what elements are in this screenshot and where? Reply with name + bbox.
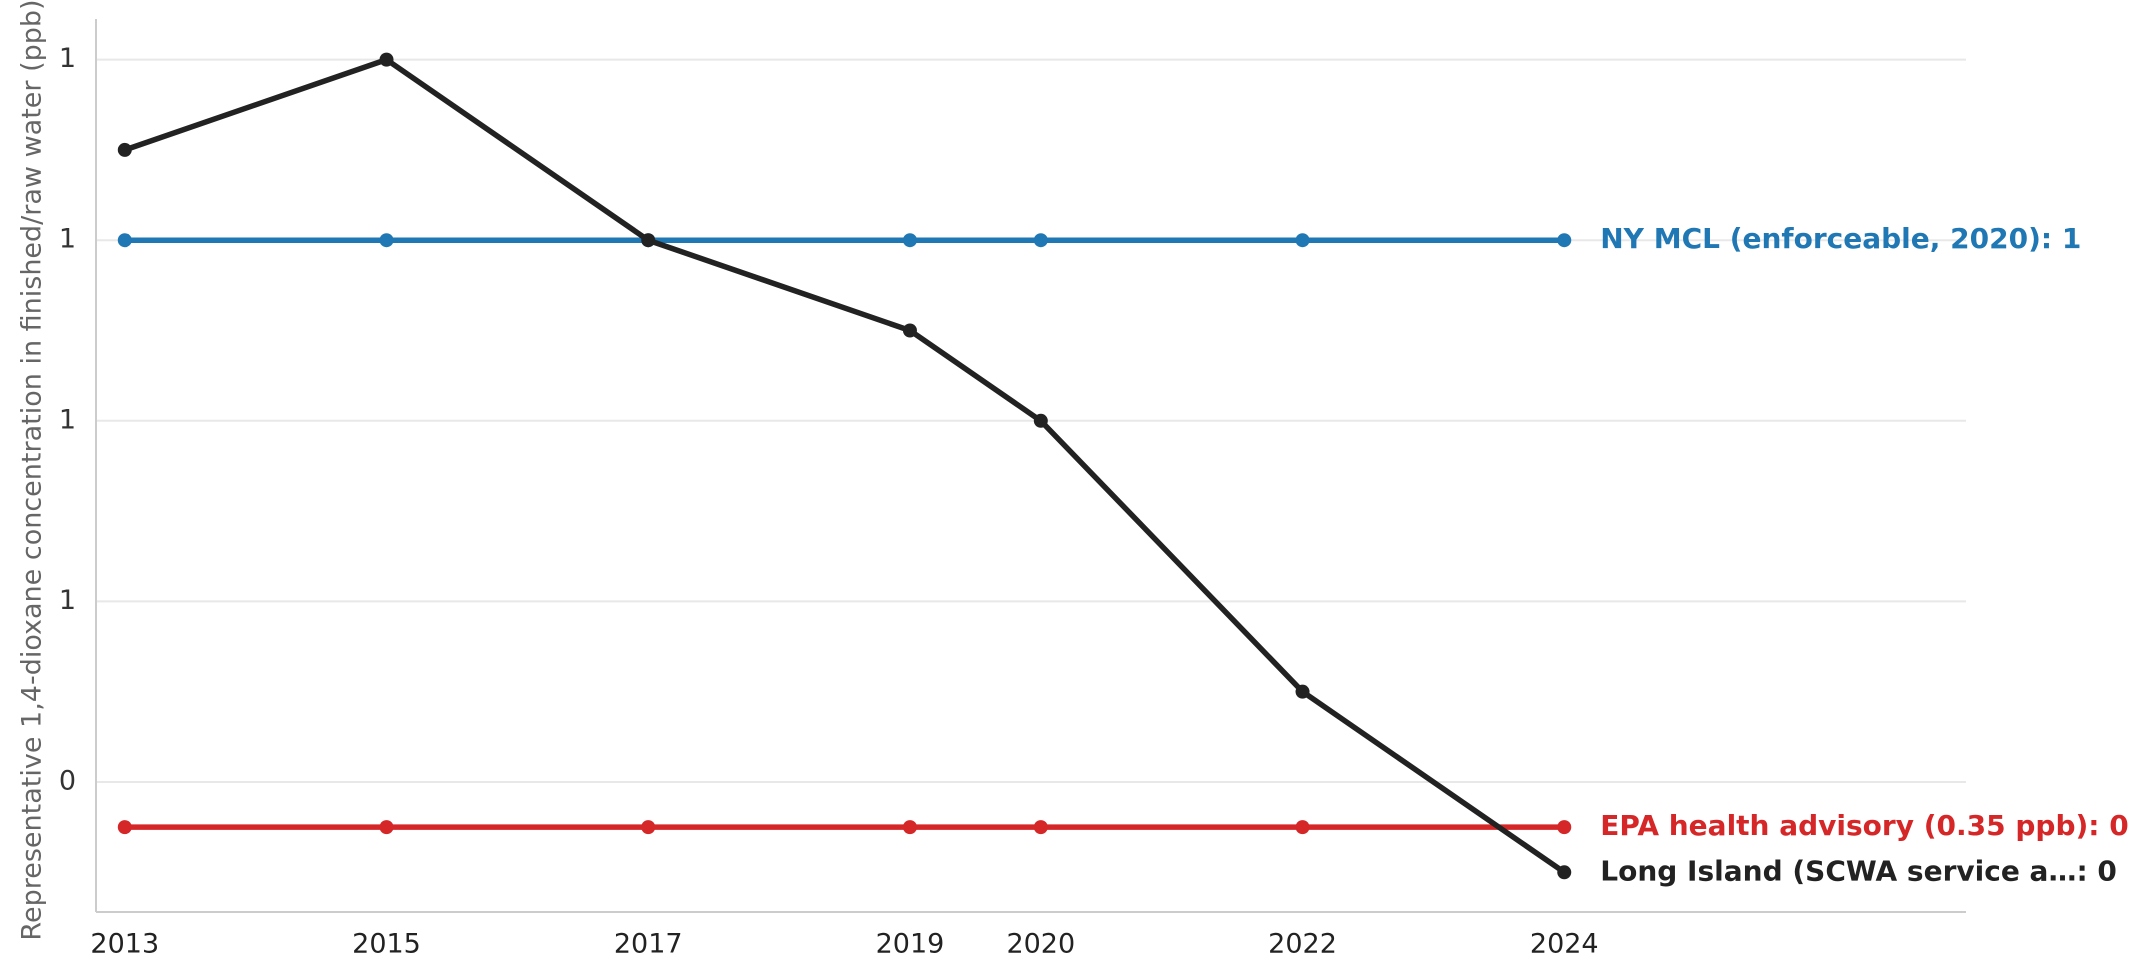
point bbox=[117, 142, 132, 157]
y-tick-label: 1 bbox=[59, 585, 76, 616]
y-tick-label: 1 bbox=[59, 224, 76, 255]
point bbox=[1557, 233, 1572, 248]
y-axis-label: Representative 1,4-dioxane concentration… bbox=[17, 0, 48, 941]
point bbox=[379, 233, 394, 248]
y-tick-label: 0 bbox=[59, 765, 76, 796]
point bbox=[902, 820, 917, 835]
point bbox=[641, 233, 656, 248]
point bbox=[1557, 820, 1572, 835]
x-tick-label: 2013 bbox=[90, 929, 159, 960]
y-tick-label: 1 bbox=[59, 404, 76, 435]
x-tick-label: 2017 bbox=[614, 929, 683, 960]
point bbox=[379, 820, 394, 835]
point bbox=[1033, 233, 1048, 248]
point bbox=[1295, 820, 1310, 835]
point bbox=[379, 52, 394, 67]
point bbox=[1295, 233, 1310, 248]
x-tick-label: 2019 bbox=[876, 929, 945, 960]
x-tick-label: 2024 bbox=[1530, 929, 1599, 960]
point bbox=[117, 820, 132, 835]
point bbox=[1033, 413, 1048, 428]
end-label: Long Island (SCWA service a…: 0 bbox=[1600, 854, 2117, 887]
point bbox=[1295, 684, 1310, 699]
series-line bbox=[123, 56, 1566, 875]
point bbox=[902, 233, 917, 248]
point bbox=[1033, 820, 1048, 835]
x-tick-label: 2015 bbox=[352, 929, 421, 960]
end-label: NY MCL (enforceable, 2020): 1 bbox=[1600, 222, 2081, 255]
point bbox=[1557, 865, 1572, 880]
point bbox=[117, 233, 132, 248]
y-tick-label: 1 bbox=[59, 43, 76, 74]
end-label: EPA health advisory (0.35 ppb): 0 bbox=[1600, 809, 2128, 842]
x-tick-label: 2020 bbox=[1006, 929, 1075, 960]
point bbox=[902, 323, 917, 338]
x-tick-label: 2022 bbox=[1268, 929, 1337, 960]
point bbox=[641, 820, 656, 835]
